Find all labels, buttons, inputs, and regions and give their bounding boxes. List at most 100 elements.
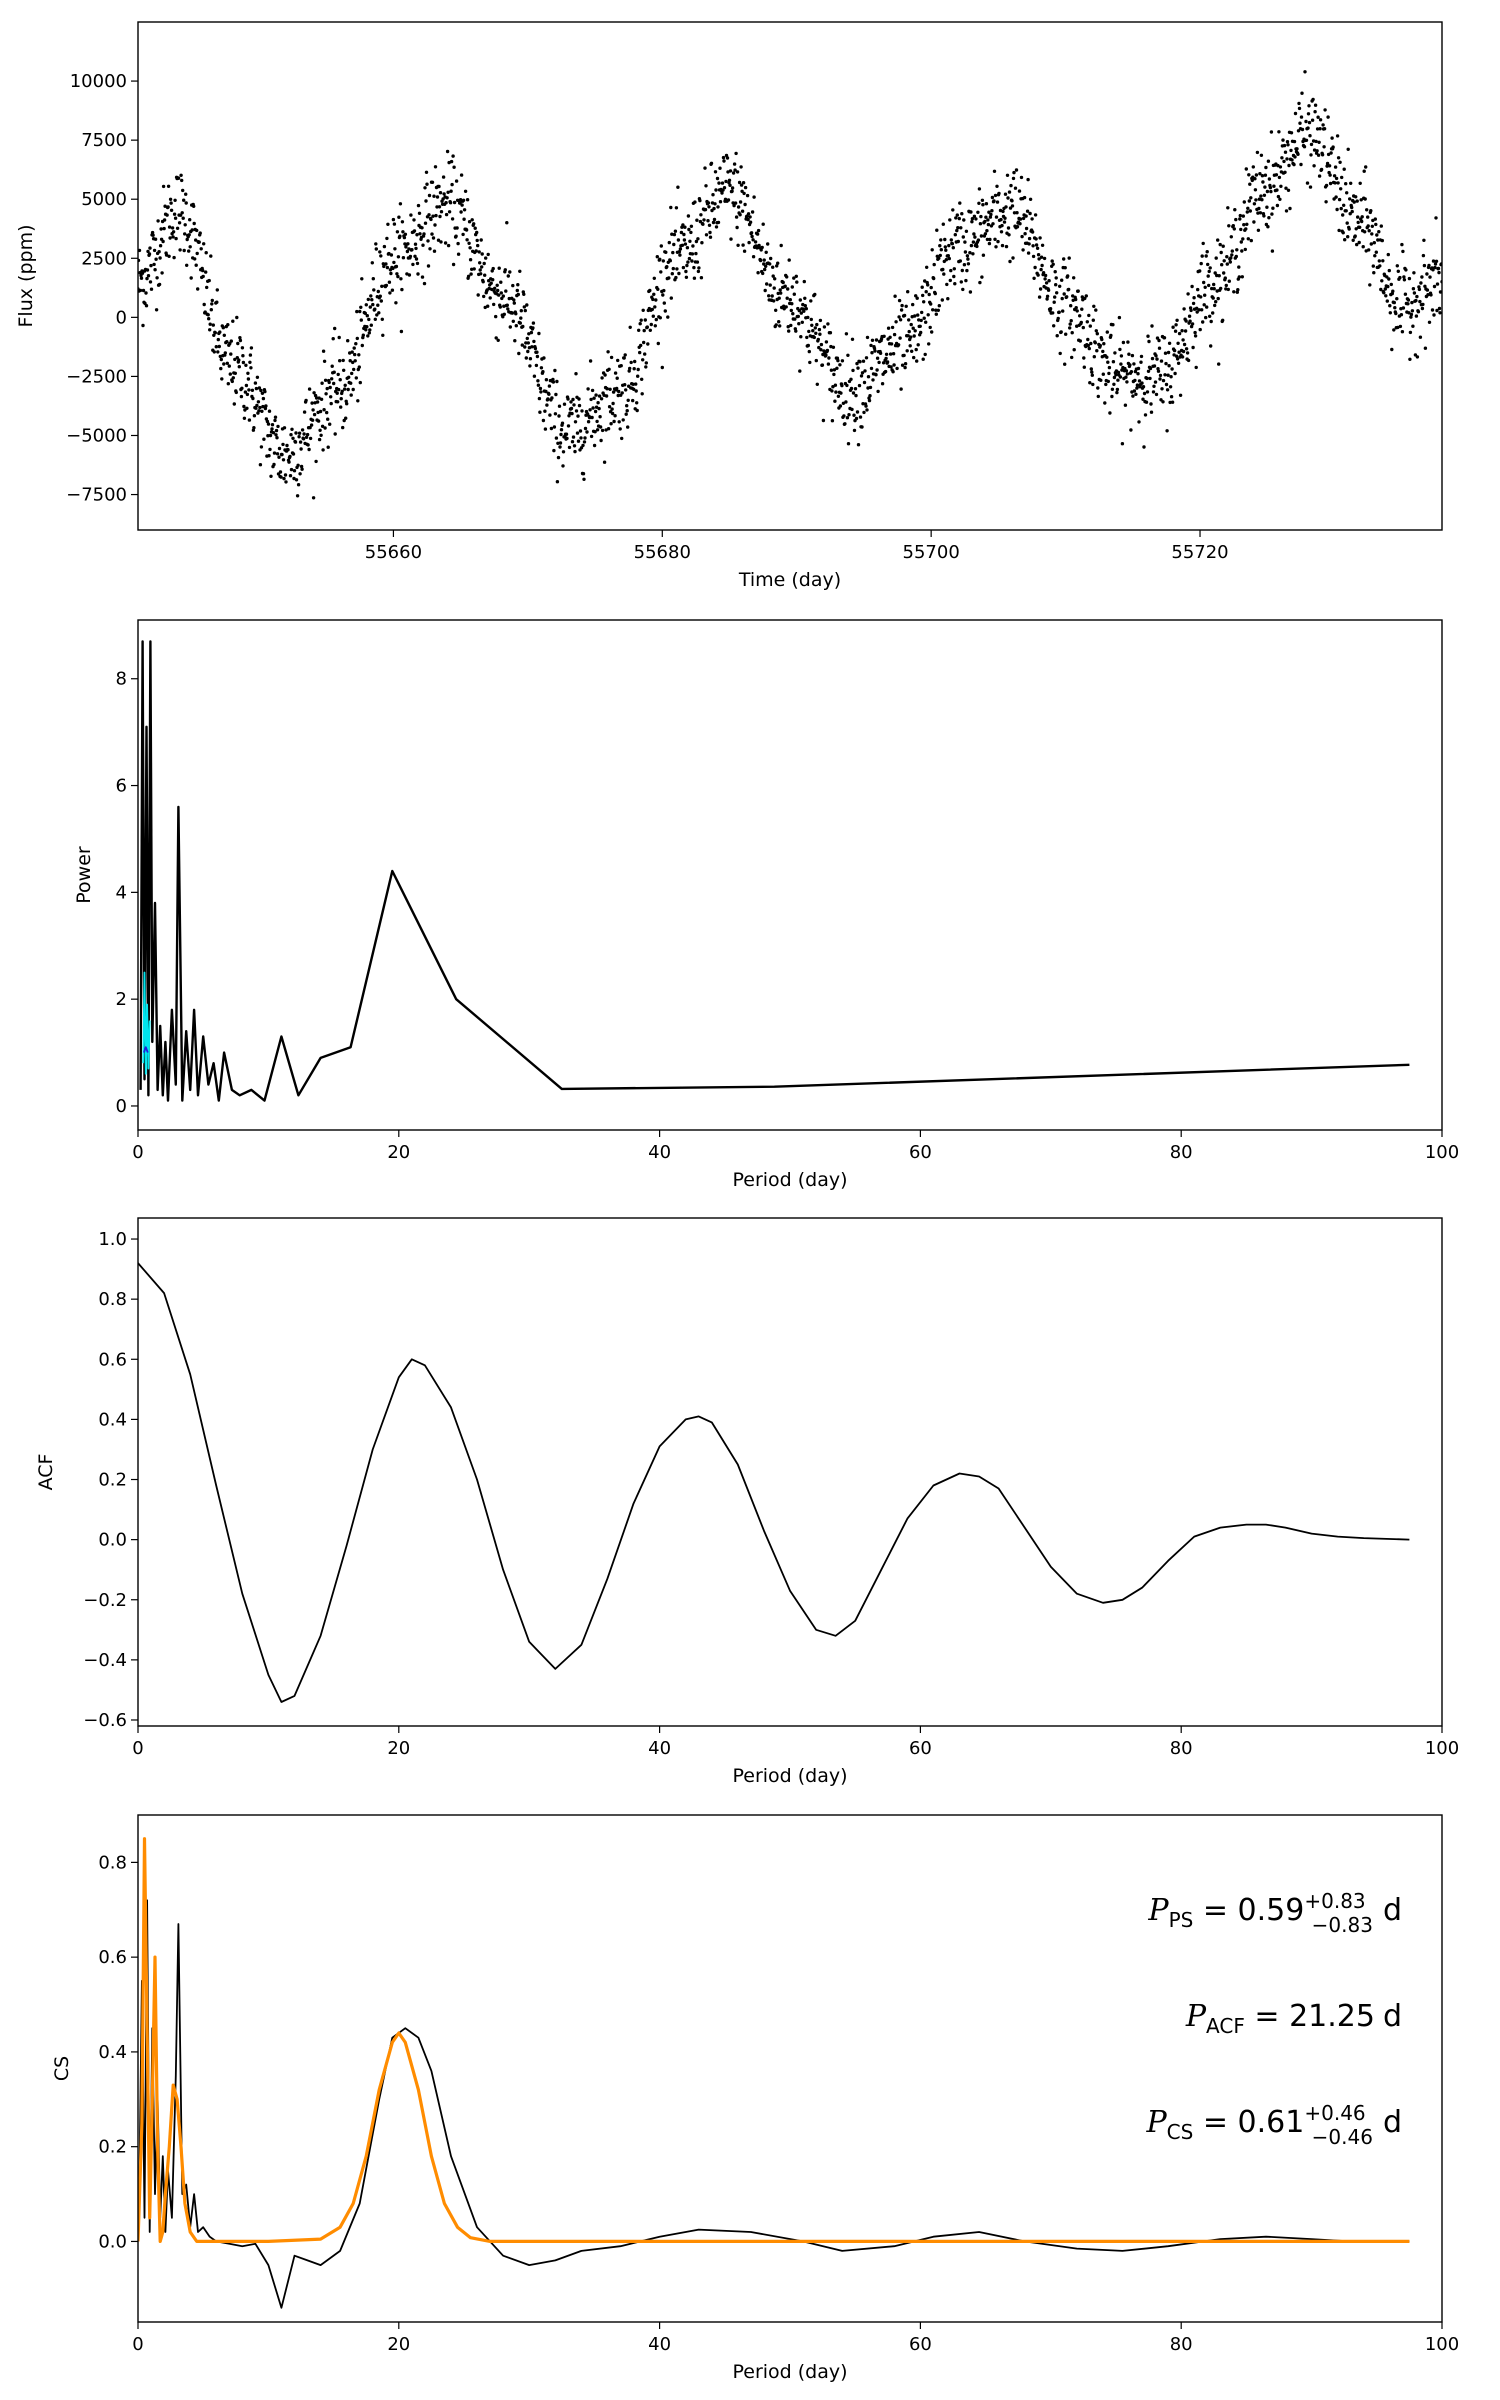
flux-point	[1019, 175, 1024, 180]
flux-point	[1380, 279, 1384, 283]
flux-point	[1021, 248, 1025, 252]
flux-point	[1204, 315, 1208, 320]
flux-point	[640, 377, 644, 381]
flux-point	[1238, 217, 1242, 221]
flux-point	[819, 348, 823, 352]
flux-point	[1358, 225, 1362, 229]
flux-point	[971, 252, 975, 256]
flux-point	[387, 280, 392, 284]
flux-point	[1154, 392, 1159, 397]
flux-point	[432, 249, 437, 253]
flux-point	[752, 195, 756, 199]
flux-point	[940, 298, 944, 302]
flux-point	[467, 241, 471, 245]
flux-point	[726, 198, 731, 202]
flux-point	[1269, 189, 1273, 194]
flux-point	[289, 467, 294, 472]
flux-point	[854, 416, 859, 421]
flux-point	[683, 242, 688, 246]
annotation-p-acf-eq: = 21.25	[1245, 1999, 1375, 2034]
flux-point	[706, 219, 710, 223]
flux-point	[405, 249, 410, 254]
flux-point	[543, 409, 547, 413]
flux-point	[456, 252, 461, 256]
flux-point	[1334, 176, 1339, 181]
flux-point	[1182, 342, 1187, 347]
flux-point	[415, 233, 419, 237]
flux-point	[541, 418, 546, 423]
flux-point	[792, 276, 796, 280]
flux-point	[955, 228, 959, 233]
flux-point	[857, 383, 862, 388]
flux-point	[157, 250, 161, 254]
flux-point	[452, 200, 457, 205]
flux-point	[566, 424, 571, 428]
flux-point	[631, 382, 635, 386]
flux-point	[859, 374, 864, 378]
flux-point	[624, 412, 628, 416]
flux-point	[1296, 152, 1300, 156]
flux-point	[180, 211, 184, 215]
flux-point	[833, 383, 838, 387]
flux-point	[1053, 270, 1057, 274]
flux-point	[1146, 334, 1150, 338]
flux-point	[730, 186, 735, 190]
flux-point	[819, 342, 824, 347]
flux-point	[1258, 211, 1263, 215]
flux-point	[461, 232, 465, 237]
flux-point	[1135, 383, 1140, 387]
flux-point	[1324, 200, 1328, 204]
flux-point	[277, 455, 281, 459]
flux-point	[1180, 329, 1184, 333]
flux-point	[1293, 155, 1297, 159]
flux-point	[680, 243, 685, 247]
flux-point	[228, 372, 232, 376]
flux-point	[745, 193, 750, 198]
flux-point	[621, 418, 625, 422]
xtick-label-3: 60	[909, 1738, 932, 1759]
flux-point	[240, 346, 245, 350]
flux-point	[1310, 118, 1315, 122]
flux-point	[966, 257, 970, 261]
flux-point	[1015, 211, 1019, 215]
flux-point	[417, 211, 422, 215]
flux-point	[254, 386, 259, 391]
flux-point	[1309, 153, 1313, 157]
flux-point	[1244, 227, 1248, 231]
flux-point	[916, 343, 920, 347]
flux-point	[736, 205, 741, 209]
flux-point	[502, 312, 506, 316]
flux-point	[664, 250, 668, 254]
flux-point	[761, 271, 765, 276]
panel-lightcurve: 55660 55680 55700 55720−7500−5000−250002500…	[15, 21, 1443, 591]
flux-point	[1195, 306, 1199, 310]
flux-point	[1200, 308, 1204, 312]
flux-point	[1207, 283, 1211, 288]
flux-point	[1060, 296, 1064, 301]
acf-axes: 0 20 40 60 80 100−0.6−0.4−0.20.00.20.40.60.81…	[83, 1229, 1459, 1759]
flux-point	[1104, 382, 1108, 387]
flux-point	[673, 229, 678, 233]
flux-point	[1334, 195, 1338, 199]
flux-point	[532, 339, 536, 344]
flux-point	[580, 409, 584, 413]
flux-point	[1184, 319, 1188, 323]
flux-point	[459, 210, 463, 214]
flux-point	[284, 480, 288, 484]
flux-point	[189, 276, 193, 280]
flux-point	[1035, 246, 1040, 250]
flux-point	[1054, 276, 1058, 280]
flux-point	[1403, 292, 1408, 296]
acf-xlabel: Period (day)	[732, 1765, 847, 1787]
flux-point	[1024, 214, 1028, 218]
flux-point	[1393, 306, 1397, 310]
flux-point	[1292, 162, 1296, 167]
flux-point	[570, 440, 575, 444]
flux-point	[300, 467, 304, 471]
flux-point	[1107, 365, 1112, 370]
flux-point	[516, 283, 520, 287]
flux-point	[225, 340, 229, 344]
flux-point	[593, 409, 598, 414]
flux-point	[470, 218, 474, 222]
flux-point	[924, 320, 928, 324]
